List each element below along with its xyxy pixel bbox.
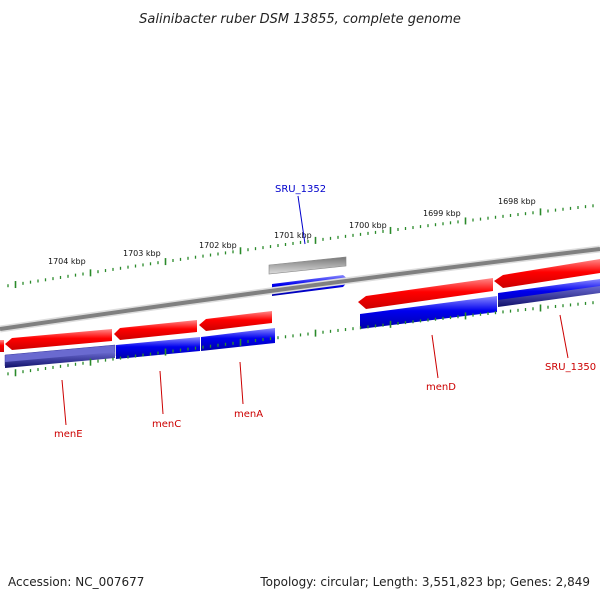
gene-label-SRU_1352[interactable]: SRU_1352 — [275, 184, 326, 195]
leader-menE — [61, 379, 67, 426]
gene-menE-cds-box-dark[interactable] — [5, 352, 115, 368]
genome-summary-text: Topology: circular; Length: 3,551,823 bp… — [259, 575, 590, 589]
tick-label-1701: 1701 kbp — [274, 231, 312, 240]
gene-menA-arrow[interactable] — [199, 311, 272, 331]
gene-label-menA[interactable]: menA — [234, 409, 263, 420]
gene-label-menE[interactable]: menE — [54, 429, 83, 440]
gene-menD-arrow[interactable] — [358, 278, 493, 309]
leader-menD — [431, 334, 439, 379]
gene-label-menD[interactable]: menD — [426, 382, 456, 393]
tick-label-1699: 1699 kbp — [423, 209, 461, 218]
gene-SRU_1350-cds-box-dark[interactable] — [498, 286, 600, 307]
tick-label-1704: 1704 kbp — [48, 257, 86, 266]
gene-menC-cds-box[interactable] — [116, 337, 200, 359]
gene-red-edge-left[interactable] — [0, 340, 4, 352]
leader-SRU_1350 — [559, 314, 569, 359]
tick-label-1703: 1703 kbp — [123, 249, 161, 258]
backbone-ring-shade — [0, 247, 600, 331]
leader-menA — [239, 361, 244, 405]
gene-label-SRU_1350[interactable]: SRU_1350 — [545, 362, 596, 373]
map-title: Salinibacter ruber DSM 13855, complete g… — [139, 12, 461, 27]
inner-tick-ring — [7, 301, 594, 377]
feature-gray-outer[interactable] — [268, 256, 347, 275]
outer-tick-ring — [7, 204, 594, 289]
gene-menE-arrow[interactable] — [5, 329, 112, 350]
leader-menC — [159, 370, 164, 415]
tick-label-1702: 1702 kbp — [199, 241, 237, 250]
gene-SRU_1350-arrow[interactable] — [494, 259, 600, 288]
gene-menD-cds-box[interactable] — [360, 296, 497, 329]
leader-SRU_1352 — [297, 195, 306, 245]
accession-text: Accession: NC_007677 — [8, 575, 144, 589]
tick-label-1700: 1700 kbp — [349, 221, 387, 230]
gene-menC-arrow[interactable] — [114, 320, 197, 340]
gene-label-menC[interactable]: menC — [152, 419, 181, 430]
gene-menA-cds-box[interactable] — [201, 328, 275, 351]
tick-label-1698: 1698 kbp — [498, 197, 536, 206]
